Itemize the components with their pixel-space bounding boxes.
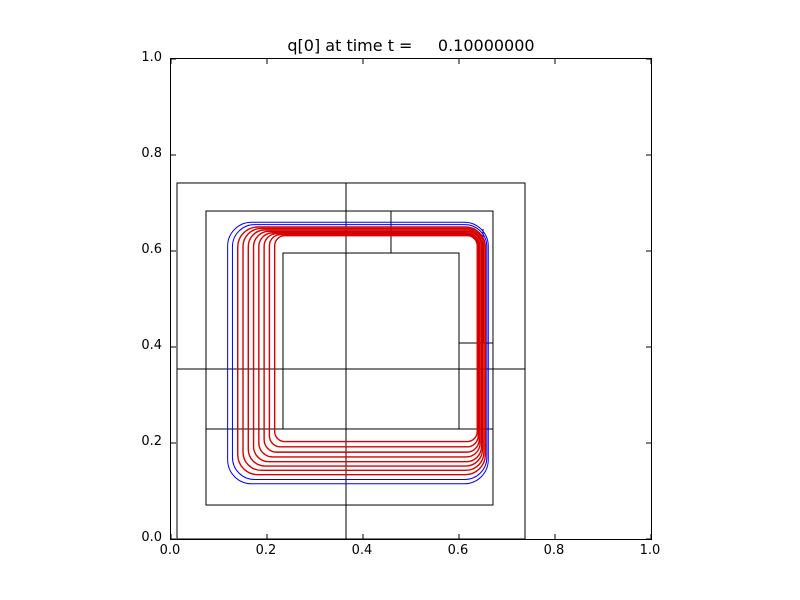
contour-line <box>227 221 489 485</box>
contour-line <box>237 226 487 476</box>
x-tick-label: 1.0 <box>639 543 661 558</box>
x-tick-label: 0.8 <box>543 543 565 558</box>
x-tick-label: 0.2 <box>255 543 277 558</box>
amr-patch-outline <box>282 252 460 430</box>
x-tick-label: 0.4 <box>351 543 373 558</box>
contour-line <box>258 232 481 458</box>
contour-line <box>252 230 483 463</box>
y-tick-label: 0.4 <box>141 338 162 353</box>
plot-title: q[0] at time t = 0.10000000 <box>287 36 535 55</box>
x-tick-label: 0.6 <box>447 543 469 558</box>
contour-line <box>273 234 478 443</box>
axes-frame <box>170 58 652 540</box>
contour-line <box>247 229 484 467</box>
y-tick-label: 0.6 <box>141 242 162 257</box>
contour-line <box>263 233 480 453</box>
y-tick-label: 0.8 <box>141 146 162 161</box>
amr-patch-outline <box>205 210 494 506</box>
y-tick-label: 0.2 <box>141 434 162 449</box>
contour-line <box>242 227 485 472</box>
contour-line <box>231 224 488 480</box>
y-tick-label: 1.0 <box>141 50 162 65</box>
x-tick-label: 0.0 <box>159 543 181 558</box>
contour-line <box>268 233 479 448</box>
plot-area <box>171 59 651 539</box>
y-tick-label: 0.0 <box>141 530 162 545</box>
